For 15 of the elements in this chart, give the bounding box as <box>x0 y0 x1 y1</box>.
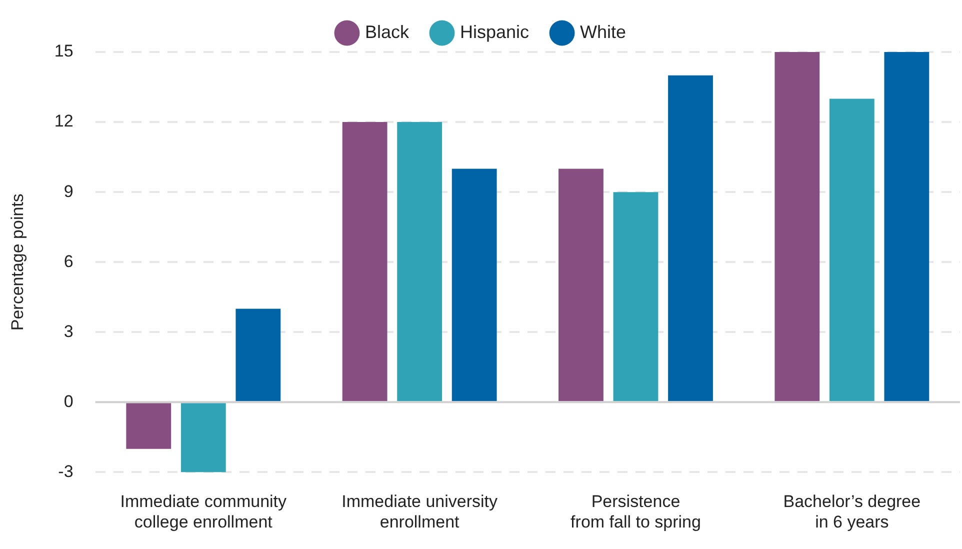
y-tick-label: 3 <box>64 322 74 341</box>
x-tick-label: Bachelor’s degree in 6 years <box>783 492 921 532</box>
y-tick-label: 12 <box>54 112 74 131</box>
x-tick-label: Immediate community college enrollment <box>120 492 288 532</box>
legend-label: White <box>580 22 626 42</box>
y-tick-label: -3 <box>58 462 74 481</box>
legend-label: Hispanic <box>460 22 530 42</box>
y-tick-label: 9 <box>64 182 74 201</box>
y-axis-title: Percentage points <box>8 194 27 331</box>
y-tick-label: 0 <box>64 392 74 411</box>
x-tick-label: Persistence from fall to spring <box>570 492 701 532</box>
y-tick-label: 15 <box>54 42 74 61</box>
legend-label: Black <box>364 22 410 42</box>
y-tick-label: 6 <box>64 252 74 271</box>
x-tick-label: Immediate university enrollment <box>342 492 498 532</box>
